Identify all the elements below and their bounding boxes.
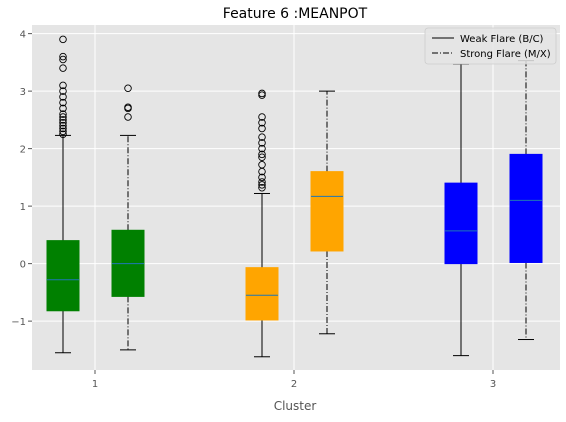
outlier-point [59, 113, 67, 121]
legend-label-strong: Strong Flare (M/X) [460, 49, 551, 60]
box-layer [46, 35, 543, 358]
outlier-point [258, 181, 266, 189]
outlier-point [59, 81, 67, 90]
outlier-point [59, 52, 67, 61]
y-tick-label: 2 [20, 145, 26, 156]
outlier-point [258, 133, 266, 141]
outlier-point [258, 160, 266, 169]
outlier-point [59, 104, 67, 113]
legend: Weak Flare (B/C) Strong Flare (M/X) [424, 27, 557, 65]
box-body [46, 240, 80, 312]
chart-title: Feature 6 :MEANPOT [223, 6, 368, 22]
outlier-point [59, 98, 67, 107]
y-tick-label: 0 [20, 260, 26, 271]
outlier-point [124, 103, 132, 111]
outlier-point [59, 124, 67, 133]
plot-area [32, 25, 560, 370]
x-tick-label: 1 [92, 379, 98, 390]
outlier-point [59, 116, 67, 124]
outlier-point [59, 121, 67, 130]
outlier-point [59, 110, 67, 118]
box-cluster-3-weak [444, 63, 478, 357]
box-body [245, 267, 279, 321]
legend-label-weak: Weak Flare (B/C) [460, 34, 544, 45]
y-tick-label: 3 [20, 87, 26, 98]
outlier-point [59, 35, 67, 44]
box-cluster-1-weak [46, 35, 80, 354]
outlier-point [258, 150, 266, 159]
box-cluster-3-strong [509, 60, 543, 341]
grid-layer [32, 25, 560, 370]
box-cluster-2-strong [310, 90, 344, 335]
x-axis-label: Cluster [274, 399, 317, 413]
legend-frame [424, 27, 557, 65]
outlier-point [124, 84, 132, 92]
box-body [509, 153, 543, 263]
outlier-point [258, 144, 266, 153]
outlier-point [258, 178, 266, 186]
box-cluster-1-strong [111, 84, 145, 351]
outlier-point [124, 113, 132, 121]
outlier-point [258, 173, 266, 182]
box-body [310, 171, 344, 252]
outlier-point [59, 64, 67, 72]
y-tick-label: 4 [20, 30, 26, 41]
outlier-point [59, 127, 67, 136]
outlier-point [59, 55, 67, 64]
outlier-point [59, 118, 67, 127]
y-tick-label: 1 [20, 202, 26, 213]
outlier-point [258, 139, 266, 147]
box-cluster-2-weak [245, 89, 279, 358]
outlier-point [258, 153, 266, 161]
outlier-point [59, 93, 67, 101]
outlier-point [258, 113, 266, 121]
outlier-point [59, 87, 67, 95]
outlier-point [258, 118, 266, 127]
x-tick-label: 2 [291, 379, 297, 390]
outlier-point [258, 89, 266, 98]
outlier-point [258, 183, 266, 192]
x-tick-label: 3 [490, 379, 496, 390]
y-tick-label: −1 [11, 317, 26, 328]
axis-layer: −1 0 1 2 3 4 1 2 3 [11, 30, 496, 390]
outlier-point [59, 130, 67, 138]
outlier-point [258, 124, 266, 133]
box-body [444, 182, 478, 265]
